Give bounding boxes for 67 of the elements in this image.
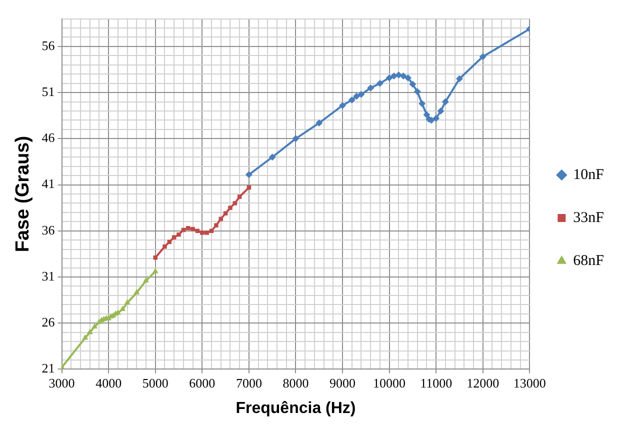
y-tick-label: 31	[42, 268, 55, 284]
legend-label: 10nF	[573, 166, 604, 183]
point	[442, 98, 449, 106]
x-tick-label: 9000	[330, 375, 356, 390]
x-tick-label: 8000	[282, 375, 309, 390]
point	[376, 80, 384, 87]
point	[358, 90, 365, 98]
point	[200, 230, 204, 235]
point	[124, 299, 130, 305]
point	[190, 226, 195, 232]
point	[479, 53, 486, 60]
point	[423, 111, 430, 118]
point	[409, 80, 416, 88]
point	[204, 230, 209, 235]
point	[245, 171, 252, 178]
point	[414, 88, 421, 96]
point	[232, 201, 238, 206]
point	[176, 232, 181, 237]
point	[228, 206, 232, 210]
point	[214, 223, 218, 228]
point	[223, 211, 228, 216]
point	[237, 194, 242, 199]
point	[432, 114, 440, 122]
point	[86, 328, 93, 334]
y-tick-label: 56	[42, 38, 56, 53]
point	[348, 96, 356, 104]
legend-label: 33nF	[573, 210, 604, 226]
point	[456, 75, 463, 82]
x-tick-label: 4000	[96, 375, 122, 390]
y-tick-label: 41	[42, 176, 55, 192]
legend-label: 68nF	[573, 252, 604, 269]
point	[400, 72, 407, 80]
point	[152, 268, 158, 274]
point	[172, 235, 176, 240]
x-tick-label: 6000	[189, 375, 216, 390]
x-tick-label: 10000	[373, 375, 406, 390]
point	[339, 102, 346, 109]
point	[418, 100, 426, 108]
x-tick-label: 11000	[420, 375, 452, 390]
point	[134, 289, 140, 294]
point	[120, 306, 126, 312]
x-axis-title: Frequência (Hz)	[236, 400, 356, 417]
point	[162, 244, 167, 249]
point	[367, 84, 374, 92]
point	[92, 323, 98, 329]
y-tick-label: 26	[42, 314, 56, 330]
point	[268, 154, 276, 161]
point	[395, 72, 402, 79]
x-tick-label: 3000	[48, 375, 75, 390]
point	[292, 135, 300, 142]
point	[386, 74, 393, 82]
y-tick-label: 21	[42, 360, 55, 376]
x-tick-label: 5000	[142, 375, 168, 390]
point	[437, 108, 444, 115]
point	[353, 92, 360, 100]
x-tick-label: 7000	[236, 375, 262, 390]
point	[316, 120, 323, 126]
y-tick-label: 46	[42, 130, 56, 146]
point	[82, 334, 88, 340]
point	[142, 277, 150, 282]
x-tick-label: 12000	[466, 375, 500, 390]
point	[404, 74, 412, 82]
y-tick-label: 51	[42, 84, 55, 99]
y-axis-title: Fase (Graus)	[12, 136, 34, 252]
x-tick-label: 13000	[513, 375, 546, 390]
point	[390, 72, 398, 80]
y-tick-label: 36	[42, 222, 56, 238]
